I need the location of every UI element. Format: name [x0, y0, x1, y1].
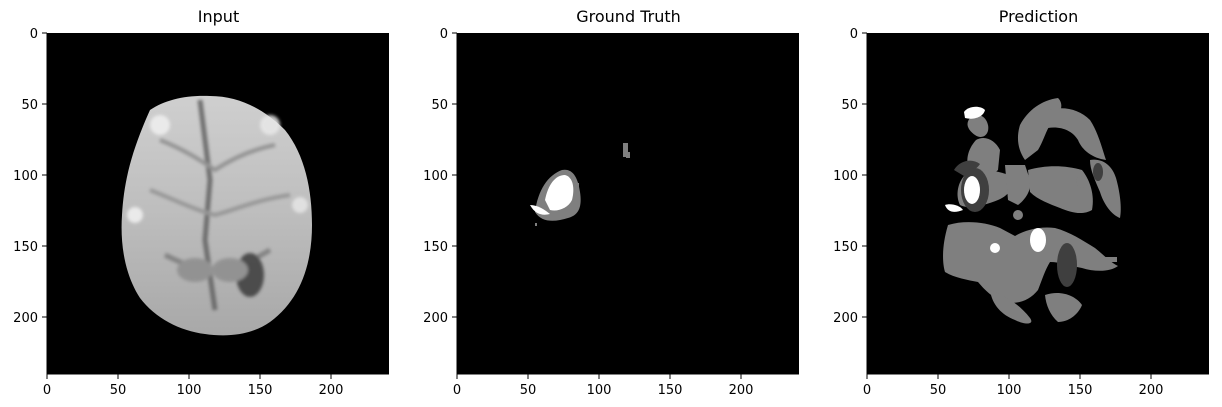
y-tick-label: 150	[423, 240, 448, 255]
panel-ground-truth: Ground Truth 0 50 100 150 200 0 50 100 1…	[410, 0, 810, 407]
prediction-axes: 0 50 100 150 200 0 50 100 150 200	[833, 27, 1209, 398]
x-tick-50: 50	[520, 374, 537, 398]
x-tick-label: 50	[110, 383, 127, 398]
y-tick-label: 50	[841, 98, 858, 113]
x-tick-150: 150	[1068, 374, 1093, 398]
x-tick-200: 200	[319, 374, 344, 398]
x-tick-label: 100	[587, 383, 612, 398]
y-tick-label: 200	[423, 311, 448, 326]
y-tick-100: 100	[423, 169, 457, 184]
x-tick-label: 0	[863, 383, 871, 398]
x-tick-50: 50	[930, 374, 947, 398]
y-tick-label: 200	[13, 311, 38, 326]
y-tick-label: 0	[850, 27, 858, 42]
x-tick-label: 150	[1068, 383, 1093, 398]
x-tick-label: 100	[177, 383, 202, 398]
ground-truth-axes: 0 50 100 150 200 0 50 100 150 200	[423, 27, 799, 398]
x-tick-label: 50	[520, 383, 537, 398]
y-tick-150: 150	[13, 240, 47, 255]
x-tick-200: 200	[729, 374, 754, 398]
x-tick-label: 200	[319, 383, 344, 398]
panel-title: Prediction	[998, 7, 1079, 26]
x-tick-100: 100	[587, 374, 612, 398]
y-tick-label: 0	[30, 27, 38, 42]
y-tick-50: 50	[21, 98, 47, 113]
panel-title: Input	[197, 7, 240, 26]
y-axis: 0 50 100 150 200	[423, 27, 458, 374]
brain-mri-image	[121, 95, 312, 336]
x-axis: 0 50 100 150 200	[453, 373, 799, 398]
y-tick-200: 200	[13, 311, 47, 326]
x-tick-label: 200	[1139, 383, 1164, 398]
x-tick-0: 0	[43, 374, 51, 398]
y-tick-label: 150	[833, 240, 858, 255]
y-tick-150: 150	[423, 240, 457, 255]
y-tick-label: 100	[833, 169, 858, 184]
y-tick-100: 100	[13, 169, 47, 184]
x-tick-label: 0	[43, 383, 51, 398]
x-tick-label: 0	[453, 383, 461, 398]
y-axis: 0 50 100 150 200	[833, 27, 868, 374]
y-tick-0: 0	[30, 27, 47, 42]
x-tick-label: 150	[248, 383, 273, 398]
y-tick-50: 50	[841, 98, 867, 113]
panel-title: Ground Truth	[576, 7, 681, 26]
y-tick-100: 100	[833, 169, 867, 184]
y-tick-0: 0	[440, 27, 457, 42]
y-tick-200: 200	[833, 311, 867, 326]
x-tick-0: 0	[453, 374, 461, 398]
x-tick-150: 150	[658, 374, 683, 398]
y-tick-200: 200	[423, 311, 457, 326]
x-tick-150: 150	[248, 374, 273, 398]
x-tick-0: 0	[863, 374, 871, 398]
x-axis: 0 50 100 150 200	[863, 373, 1209, 398]
prediction-mask	[943, 98, 1121, 324]
y-axis: 0 50 100 150 200	[13, 27, 48, 374]
image-area	[457, 33, 799, 374]
y-tick-0: 0	[850, 27, 867, 42]
ground-truth-mask	[530, 143, 630, 226]
y-tick-label: 50	[431, 98, 448, 113]
y-tick-label: 150	[13, 240, 38, 255]
image-area	[867, 33, 1209, 374]
x-tick-100: 100	[177, 374, 202, 398]
x-axis: 0 50 100 150 200	[43, 373, 389, 398]
y-tick-label: 50	[21, 98, 38, 113]
x-tick-label: 150	[658, 383, 683, 398]
y-tick-label: 100	[13, 169, 38, 184]
y-tick-label: 200	[833, 311, 858, 326]
panel-prediction: Prediction	[820, 0, 1220, 407]
x-tick-200: 200	[1139, 374, 1164, 398]
x-tick-label: 100	[997, 383, 1022, 398]
x-tick-label: 50	[930, 383, 947, 398]
y-tick-label: 0	[440, 27, 448, 42]
y-tick-50: 50	[431, 98, 457, 113]
y-tick-150: 150	[833, 240, 867, 255]
x-tick-label: 200	[729, 383, 754, 398]
input-axes: 0 50 100 150 200 0 50 100 150 200	[13, 27, 389, 398]
y-tick-label: 100	[423, 169, 448, 184]
x-tick-50: 50	[110, 374, 127, 398]
panel-input: Input	[0, 0, 400, 407]
x-tick-100: 100	[997, 374, 1022, 398]
